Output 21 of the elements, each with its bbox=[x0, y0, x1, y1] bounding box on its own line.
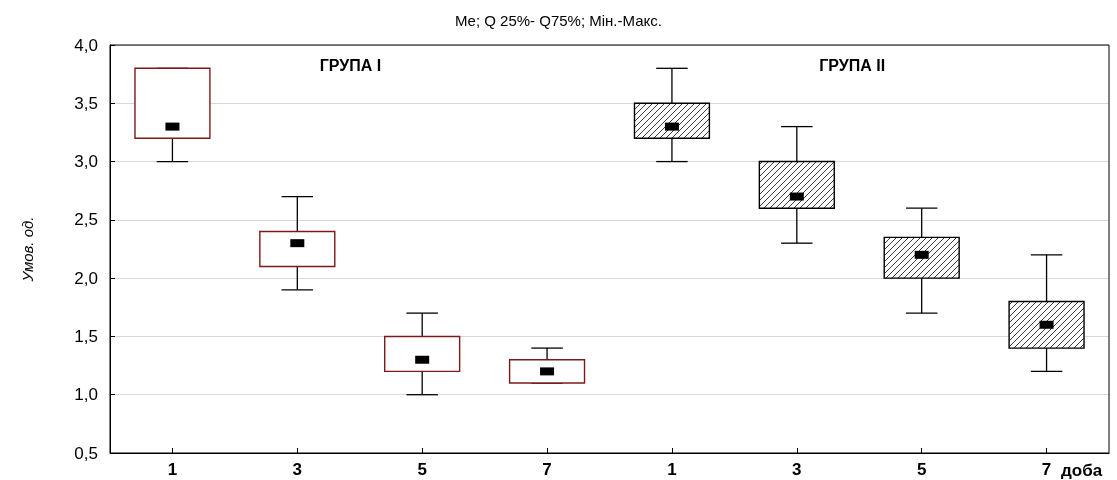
y-tick-label: 4,0 bbox=[74, 35, 98, 55]
x-tick-label: 5 bbox=[417, 460, 427, 479]
y-tick-label: 1,0 bbox=[74, 385, 98, 405]
annotation: ГРУПА II bbox=[819, 56, 886, 74]
x-tick-label: 1 bbox=[667, 460, 677, 479]
y-tick-label: 2,5 bbox=[74, 210, 98, 230]
y-tick-label: 3,0 bbox=[74, 152, 98, 172]
y-tick-label: 3,5 bbox=[74, 93, 98, 113]
y-tick-label: 0,5 bbox=[74, 443, 98, 463]
y-tick-label: 2,0 bbox=[74, 268, 98, 288]
x-tick-label: 3 bbox=[292, 460, 303, 479]
x-tick-label: 5 bbox=[916, 460, 927, 479]
chart-title: Me; Q 25%- Q75%; Мін.-Макс. bbox=[455, 12, 662, 29]
x-tick-label: 7 bbox=[542, 460, 552, 479]
x-tick-label: 7 bbox=[1041, 460, 1052, 479]
x-tick-label: 1 bbox=[167, 460, 178, 479]
x-tick-label: 3 bbox=[792, 460, 802, 479]
y-axis-title: Умов. од. bbox=[19, 216, 36, 283]
annotation: ГРУПА I bbox=[319, 56, 382, 74]
x-axis-title: доба bbox=[1061, 461, 1103, 480]
y-tick-label: 1,5 bbox=[74, 326, 98, 346]
